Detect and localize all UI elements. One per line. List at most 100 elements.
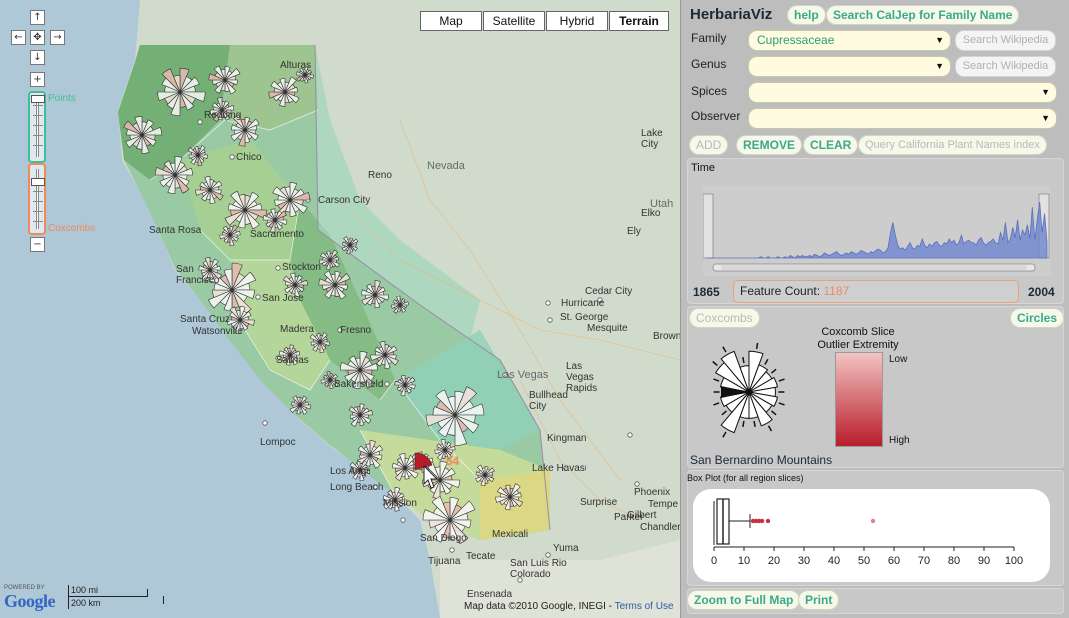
coxcombs-slider[interactable]	[28, 163, 46, 235]
map-coxcomb[interactable]	[394, 375, 416, 397]
map-coxcomb[interactable]	[341, 236, 359, 255]
map-coxcomb[interactable]	[209, 97, 235, 122]
map-coxcomb[interactable]	[318, 270, 351, 300]
print-button[interactable]: Print	[798, 590, 840, 610]
map-coxcomb-slice	[233, 114, 246, 131]
map-view[interactable]: Nevada Reno Carson City Sacramento Reddi…	[0, 0, 680, 618]
map-coxcomb[interactable]	[268, 76, 300, 107]
species-select[interactable]: ▼	[748, 82, 1057, 103]
map-coxcomb[interactable]	[348, 403, 373, 427]
map-coxcomb-slice	[268, 91, 286, 99]
map-coxcomb[interactable]	[434, 438, 456, 461]
map-coxcomb[interactable]	[339, 350, 378, 390]
map-scale: 100 mi 200 km	[68, 585, 164, 613]
terrain-map[interactable]	[0, 0, 680, 618]
pan-down-button[interactable]: ↓	[30, 50, 45, 65]
map-coxcomb[interactable]	[195, 176, 224, 204]
map-coxcomb[interactable]	[154, 155, 193, 195]
pan-right-button[interactable]: →	[50, 30, 65, 45]
map-coxcomb[interactable]	[475, 464, 495, 487]
map-coxcomb[interactable]	[272, 182, 311, 219]
map-coxcomb-slice	[302, 69, 306, 76]
map-coxcomb[interactable]	[289, 395, 312, 415]
map-coxcomb[interactable]	[495, 483, 523, 511]
map-coxcomb[interactable]	[208, 65, 241, 95]
map-coxcomb[interactable]	[208, 262, 256, 316]
map-coxcomb[interactable]	[123, 115, 163, 155]
map-type-hybrid-button[interactable]: Hybrid	[546, 11, 608, 31]
map-coxcomb-slice	[505, 484, 511, 498]
observer-select[interactable]: ▼	[748, 108, 1057, 129]
map-coxcomb-slice	[324, 284, 336, 299]
slider-tick	[33, 105, 43, 106]
map-coxcomb[interactable]	[278, 344, 300, 366]
clear-button[interactable]: CLEAR	[803, 135, 859, 155]
coxcomb-slice	[748, 376, 778, 393]
family-wikipedia-button[interactable]: Search Wikipedia	[955, 30, 1056, 51]
pan-up-button[interactable]: ↑	[30, 10, 45, 25]
map-coxcomb[interactable]	[262, 208, 288, 233]
time-series-chart[interactable]	[703, 186, 1051, 276]
map-coxcomb[interactable]	[226, 306, 255, 334]
boxplot-tick-label: 10	[738, 555, 750, 567]
map-coxcomb[interactable]	[296, 65, 314, 84]
map-coxcomb-slice	[195, 189, 211, 196]
time-scrollbar-thumb[interactable]	[721, 265, 1027, 270]
map-coxcomb[interactable]	[198, 257, 222, 282]
time-range-left-handle[interactable]	[703, 193, 714, 259]
map-coxcomb[interactable]	[382, 487, 408, 512]
help-button[interactable]: help	[787, 5, 826, 25]
map-coxcomb[interactable]	[320, 371, 339, 389]
slider-tick	[33, 125, 43, 126]
pan-left-button[interactable]: ←	[11, 30, 26, 45]
map-coxcomb-hovered-slice[interactable]	[414, 452, 433, 471]
species-label: Spices	[691, 84, 728, 98]
query-plant-names-button[interactable]: Query California Plant Names index	[858, 135, 1047, 155]
map-coxcomb[interactable]	[187, 145, 208, 167]
map-coxcomb[interactable]	[309, 332, 330, 354]
map-coxcomb-slice	[475, 474, 486, 483]
pan-center-button[interactable]: ✥	[30, 30, 45, 45]
map-coxcomb-slice	[320, 252, 331, 261]
map-coxcomb-slice	[509, 483, 521, 498]
points-slider[interactable]	[28, 91, 46, 163]
map-coxcomb[interactable]	[357, 440, 383, 469]
map-coxcomb-slice	[296, 74, 306, 82]
map-coxcomb[interactable]	[157, 67, 206, 117]
terms-of-use-link[interactable]: Terms of Use	[614, 601, 674, 612]
circles-toggle[interactable]: Circles	[1010, 308, 1065, 328]
coxcombs-toggle[interactable]: Coxcombs	[689, 308, 760, 328]
map-type-satellite-button[interactable]: Satellite	[483, 11, 545, 31]
zoom-out-button[interactable]: −	[30, 237, 45, 252]
map-coxcomb-slice	[326, 371, 331, 381]
map-coxcomb[interactable]	[318, 249, 340, 270]
map-coxcomb[interactable]	[219, 224, 241, 247]
remove-button[interactable]: REMOVE	[736, 135, 803, 155]
zoom-in-button[interactable]: +	[30, 72, 45, 87]
map-coxcomb[interactable]	[361, 280, 389, 309]
map-coxcomb[interactable]	[391, 295, 409, 314]
points-slider-knob[interactable]	[31, 95, 45, 103]
map-coxcomb-slice	[299, 404, 308, 415]
label-cedar-city: Cedar City	[585, 286, 633, 297]
map-coxcomb[interactable]	[422, 496, 476, 544]
map-coxcomb[interactable]	[224, 190, 267, 230]
map-coxcomb[interactable]	[230, 114, 260, 147]
map-coxcomb-slice	[404, 376, 416, 386]
map-coxcomb[interactable]	[425, 386, 485, 446]
map-type-terrain-button[interactable]: Terrain	[609, 11, 669, 31]
zoom-full-map-button[interactable]: Zoom to Full Map	[687, 590, 801, 610]
search-caljep-button[interactable]: Search CalJep for Family Name	[826, 5, 1020, 25]
coxcombs-slider-knob[interactable]	[31, 178, 45, 186]
add-button[interactable]: ADD	[689, 135, 728, 155]
map-coxcomb[interactable]	[370, 341, 399, 369]
genus-select[interactable]: ▼	[748, 56, 951, 77]
map-type-map-button[interactable]: Map	[420, 11, 482, 31]
label-san-francisco: San Francisco	[176, 264, 220, 286]
map-coxcomb[interactable]	[349, 460, 370, 482]
map-coxcomb[interactable]	[283, 272, 308, 298]
map-coxcomb-slice	[357, 445, 371, 456]
genus-wikipedia-button[interactable]: Search Wikipedia	[955, 56, 1056, 77]
family-select[interactable]: Cupressaceae ▼	[748, 30, 951, 51]
boxplot-tick-label: 80	[948, 555, 960, 567]
